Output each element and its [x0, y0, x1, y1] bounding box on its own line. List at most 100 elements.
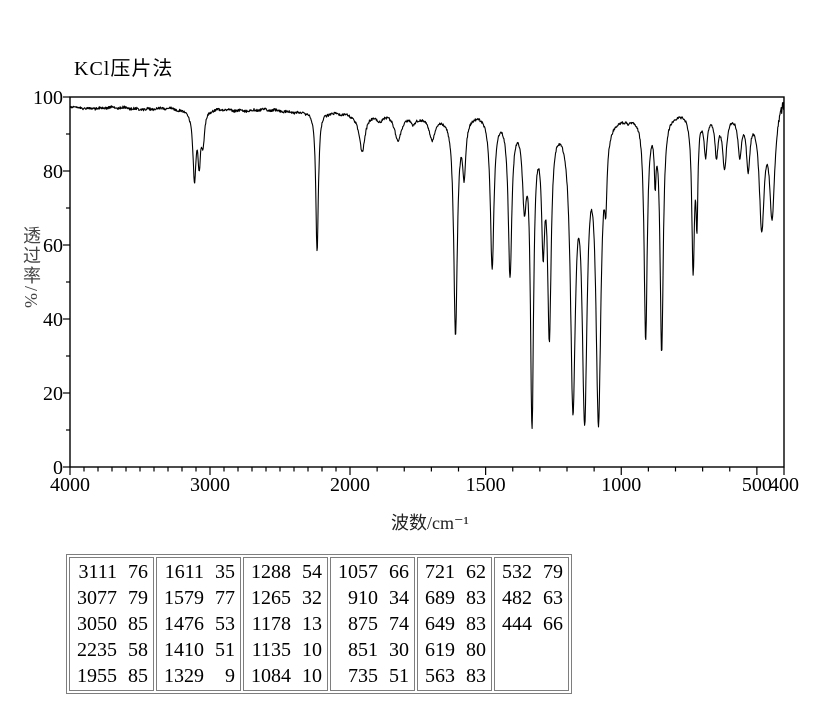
peak-table-entry: 721 62	[423, 559, 486, 585]
peak-transmittance: 83	[466, 665, 486, 687]
svg-text:4000: 4000	[50, 474, 90, 496]
peak-table-entry: 1178 13	[249, 611, 322, 637]
peak-table-column: 1611 35 1579 77 1476 53 1410 51 1329 9	[156, 557, 241, 691]
plot-frame	[69, 96, 785, 468]
peak-transmittance: 77	[215, 587, 235, 609]
peak-table-entry: 1329 9	[162, 663, 235, 689]
peak-table-entry: 619 80	[423, 637, 486, 663]
peak-table-entry: 1057 66	[336, 559, 409, 585]
svg-text:20: 20	[43, 383, 63, 405]
peak-wavenumber: 563	[425, 665, 455, 687]
x-axis-label: 波数/cm⁻¹	[391, 513, 469, 533]
peak-table-entry: 532 79	[500, 559, 563, 585]
peak-transmittance: 51	[389, 665, 409, 687]
peak-table-entry: 1476 53	[162, 611, 235, 637]
peak-wavenumber: 3050	[77, 613, 117, 635]
peak-table-entry: 3050 85	[75, 611, 148, 637]
peak-transmittance: 83	[466, 587, 486, 609]
peak-wavenumber: 1084	[251, 665, 291, 687]
svg-text:2000: 2000	[330, 474, 370, 496]
peak-wavenumber: 910	[348, 587, 378, 609]
peak-table-entry: 875 74	[336, 611, 409, 637]
peak-transmittance: 66	[543, 613, 563, 635]
peak-table-entry: 2235 58	[75, 637, 148, 663]
peak-transmittance: 79	[543, 561, 563, 583]
peak-table-entry: 1611 35	[162, 559, 235, 585]
peak-wavenumber: 532	[502, 561, 532, 583]
peak-table-entry: 1084 10	[249, 663, 322, 689]
peak-table-entry: 444 66	[500, 611, 563, 637]
peak-wavenumber: 1288	[251, 561, 291, 583]
peak-wavenumber: 851	[348, 639, 378, 661]
svg-text:80: 80	[43, 161, 63, 183]
peak-wavenumber: 1955	[77, 665, 117, 687]
peak-transmittance: 76	[128, 561, 148, 583]
peak-wavenumber: 1410	[164, 639, 204, 661]
svg-text:400: 400	[769, 474, 799, 496]
peak-wavenumber: 649	[425, 613, 455, 635]
peak-wavenumber: 1057	[338, 561, 378, 583]
peak-table-entry: 1955 85	[75, 663, 148, 689]
peak-wavenumber: 444	[502, 613, 532, 635]
chart-title: KCl压片法	[74, 58, 174, 80]
peak-transmittance: 34	[389, 587, 409, 609]
peak-table-entry: 910 34	[336, 585, 409, 611]
peak-wavenumber: 3077	[77, 587, 117, 609]
y-axis-label: 透过率/%	[21, 226, 41, 310]
peak-wavenumber: 735	[348, 665, 378, 687]
svg-text:100: 100	[33, 87, 63, 109]
peak-wavenumber: 482	[502, 587, 532, 609]
svg-text:40: 40	[43, 309, 63, 331]
y-axis-tick-labels: 0 20 40 60 80 100	[33, 87, 63, 479]
peak-transmittance: 83	[466, 613, 486, 635]
peak-transmittance: 58	[128, 639, 148, 661]
peak-wavenumber: 1611	[164, 561, 204, 583]
peak-table-column: 721 62 689 83 649 83 619 80 563 83	[417, 557, 492, 691]
peak-table-entry: 3077 79	[75, 585, 148, 611]
peak-table-entry: 1410 51	[162, 637, 235, 663]
peak-wavenumber: 875	[348, 613, 378, 635]
peak-wavenumber: 1135	[251, 639, 291, 661]
spectrum-curve	[69, 97, 785, 430]
peak-wavenumber: 619	[425, 639, 455, 661]
svg-text:1000: 1000	[601, 474, 641, 496]
peak-wavenumber: 689	[425, 587, 455, 609]
y-axis-ticks	[63, 96, 70, 468]
peak-transmittance: 63	[543, 587, 563, 609]
peak-table-entry: 3111 76	[75, 559, 148, 585]
peak-wavenumber: 1265	[251, 587, 291, 609]
peak-transmittance: 30	[389, 639, 409, 661]
peak-transmittance: 85	[128, 665, 148, 687]
peak-transmittance: 66	[389, 561, 409, 583]
peak-table-entry: 482 63	[500, 585, 563, 611]
peak-table-entry: 1288 54	[249, 559, 322, 585]
svg-text:60: 60	[43, 235, 63, 257]
peak-wavenumber: 2235	[77, 639, 117, 661]
peak-table-entry: 563 83	[423, 663, 486, 689]
peak-transmittance: 79	[128, 587, 148, 609]
peak-transmittance: 10	[302, 639, 322, 661]
peak-table-column: 3111 76 3077 79 3050 85 2235 58 1955 85	[69, 557, 154, 691]
peak-transmittance: 85	[128, 613, 148, 635]
peak-table-entry: 1135 10	[249, 637, 322, 663]
x-axis-ticks	[69, 467, 785, 475]
peak-wavenumber: 1178	[251, 613, 291, 635]
peak-transmittance: 51	[215, 639, 235, 661]
peak-wavenumber: 1579	[164, 587, 204, 609]
peak-table-entry: 1579 77	[162, 585, 235, 611]
peak-wavenumber: 1329	[164, 665, 204, 687]
peak-transmittance: 35	[215, 561, 235, 583]
peak-table-column: 1057 66 910 34 875 74 851 30 735 51	[330, 557, 415, 691]
svg-text:1500: 1500	[466, 474, 506, 496]
peak-wavenumber: 1476	[164, 613, 204, 635]
peak-wavenumber: 721	[425, 561, 455, 583]
peak-transmittance: 13	[302, 613, 322, 635]
peak-table-entry: 851 30	[336, 637, 409, 663]
peak-table-column: 1288 54 1265 32 1178 13 1135 10 1084 10	[243, 557, 328, 691]
peak-transmittance: 53	[215, 613, 235, 635]
peak-transmittance: 32	[302, 587, 322, 609]
peak-transmittance: 62	[466, 561, 486, 583]
peak-transmittance: 9	[225, 665, 235, 687]
peak-table-entry: 689 83	[423, 585, 486, 611]
